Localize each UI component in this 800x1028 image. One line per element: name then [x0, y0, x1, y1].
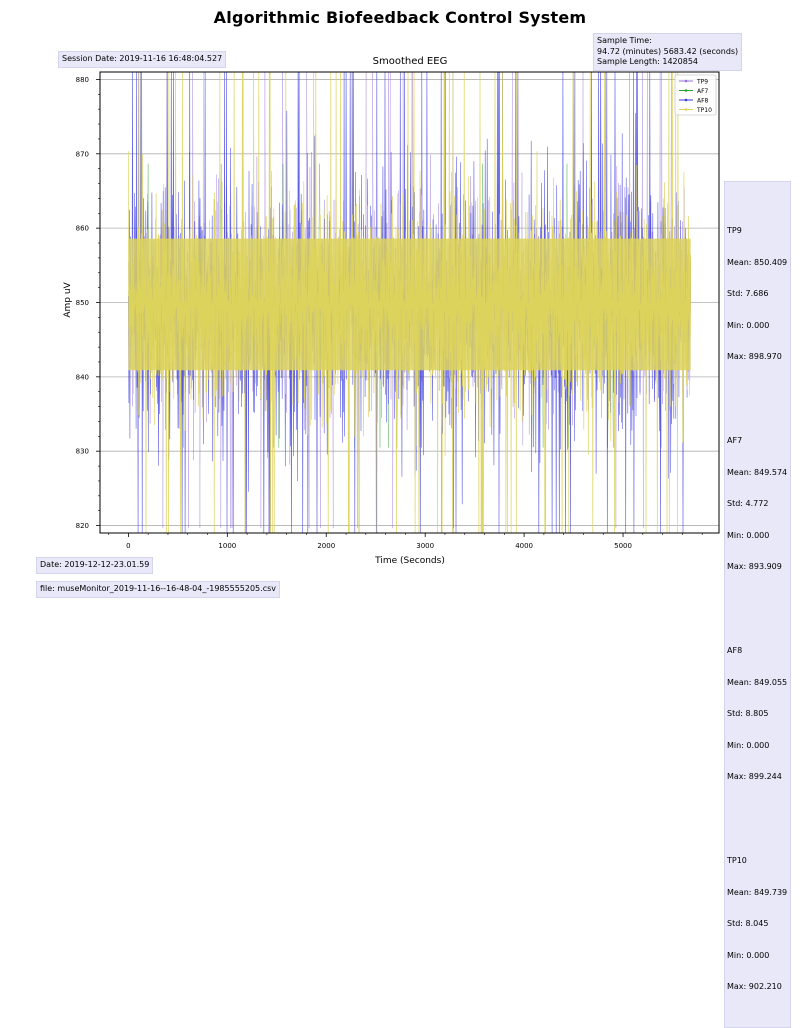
chart-title: Smoothed EEG	[373, 56, 448, 67]
sample-time-label: Sample Time:	[597, 36, 652, 45]
stats-max: Max: 902.210	[727, 982, 782, 991]
legend-marker-af8	[684, 98, 688, 102]
series-band-tp10	[128, 238, 691, 371]
x-tick-label: 0	[126, 542, 130, 550]
footer-file-box: file: museMonitor_2019-11-16--16-48-04_-…	[36, 581, 280, 598]
stats-max: Max: 893.909	[727, 562, 782, 571]
x-tick-label: 2000	[317, 542, 335, 550]
main-title: Algorithmic Biofeedback Control System	[213, 8, 587, 27]
y-tick-label: 870	[76, 150, 89, 158]
stats-min: Min: 0.000	[727, 320, 770, 330]
stats-tp9: TP9 Mean: 850.409 Std: 7.686 Min: 0.000 …	[727, 205, 787, 384]
stats-std: Std: 7.686	[727, 289, 769, 298]
stats-af7: AF7 Mean: 849.574 Std: 4.772 Min: 0.000 …	[727, 415, 787, 594]
stats-min: Min: 0.000	[727, 530, 770, 540]
eeg-chart: 0 1000 2000 3000 4000 5000 820 830 840 850 860 870 8…	[63, 56, 720, 566]
stats-max: Max: 898.970	[727, 352, 782, 361]
stats-min: Min: 0.000	[727, 740, 770, 750]
stats-channel-name: TP10	[727, 856, 747, 865]
stats-min: Min: 0.000	[727, 950, 770, 960]
y-tick-label: 840	[76, 373, 89, 381]
y-tick-label: 880	[76, 76, 89, 84]
legend-label-tp10: TP10	[696, 107, 712, 114]
stats-channel-name: AF7	[727, 436, 743, 445]
stats-std: Std: 8.805	[727, 709, 769, 718]
stats-mean: Mean: 849.739	[727, 887, 788, 897]
stats-channel-name: AF8	[727, 646, 743, 655]
stats-std: Std: 8.045	[727, 919, 769, 928]
legend-label-af8: AF8	[697, 97, 709, 104]
legend-marker-tp9	[684, 79, 688, 83]
chart-axes: 0 1000 2000 3000 4000 5000 820 830 840 850 860 870 8…	[76, 76, 703, 550]
y-tick-label: 860	[76, 225, 89, 233]
stats-tp10: TP10 Mean: 849.739 Std: 8.045 Min: 0.000…	[727, 835, 787, 1014]
y-axis-label: Amp uV	[63, 281, 73, 317]
stats-mean: Mean: 849.055	[727, 677, 788, 687]
y-tick-label: 850	[76, 299, 89, 307]
x-tick-label: 3000	[416, 542, 434, 550]
legend-marker-af7	[684, 89, 688, 92]
sample-length: Sample Length: 1420854	[597, 57, 698, 66]
stats-mean: Mean: 849.574	[727, 467, 788, 477]
stats-channel-name: TP9	[727, 226, 742, 235]
legend-marker-tp10	[684, 108, 688, 111]
stats-mean: Mean: 850.409	[727, 257, 788, 267]
x-tick-label: 4000	[515, 542, 533, 550]
stats-af8: AF8 Mean: 849.055 Std: 8.805 Min: 0.000 …	[727, 625, 787, 804]
x-tick-label: 1000	[218, 542, 236, 550]
chart-legend: TP9 AF7 AF8 TP10	[674, 74, 717, 116]
legend-label-tp9: TP9	[696, 78, 708, 85]
sample-info-box: Sample Time: 94.72 (minutes) 5683.42 (sec…	[593, 33, 743, 71]
x-tick-label: 5000	[614, 542, 632, 550]
y-tick-label: 830	[76, 448, 89, 456]
x-axis-label: Time (Seconds)	[374, 556, 445, 566]
plot-area	[128, 72, 691, 533]
stats-max: Max: 899.244	[727, 772, 782, 781]
y-tick-label: 820	[76, 522, 89, 530]
legend-label-af7: AF7	[697, 88, 709, 95]
session-date-box: Session Date: 2019-11-16 16:48:04.527	[58, 51, 227, 68]
sample-time-value: 94.72 (minutes) 5683.42 (seconds)	[597, 46, 739, 56]
stats-std: Std: 4.772	[727, 499, 769, 508]
legend-box	[674, 74, 717, 116]
footer-date-box: Date: 2019-12-12-23.01.59	[36, 557, 154, 574]
